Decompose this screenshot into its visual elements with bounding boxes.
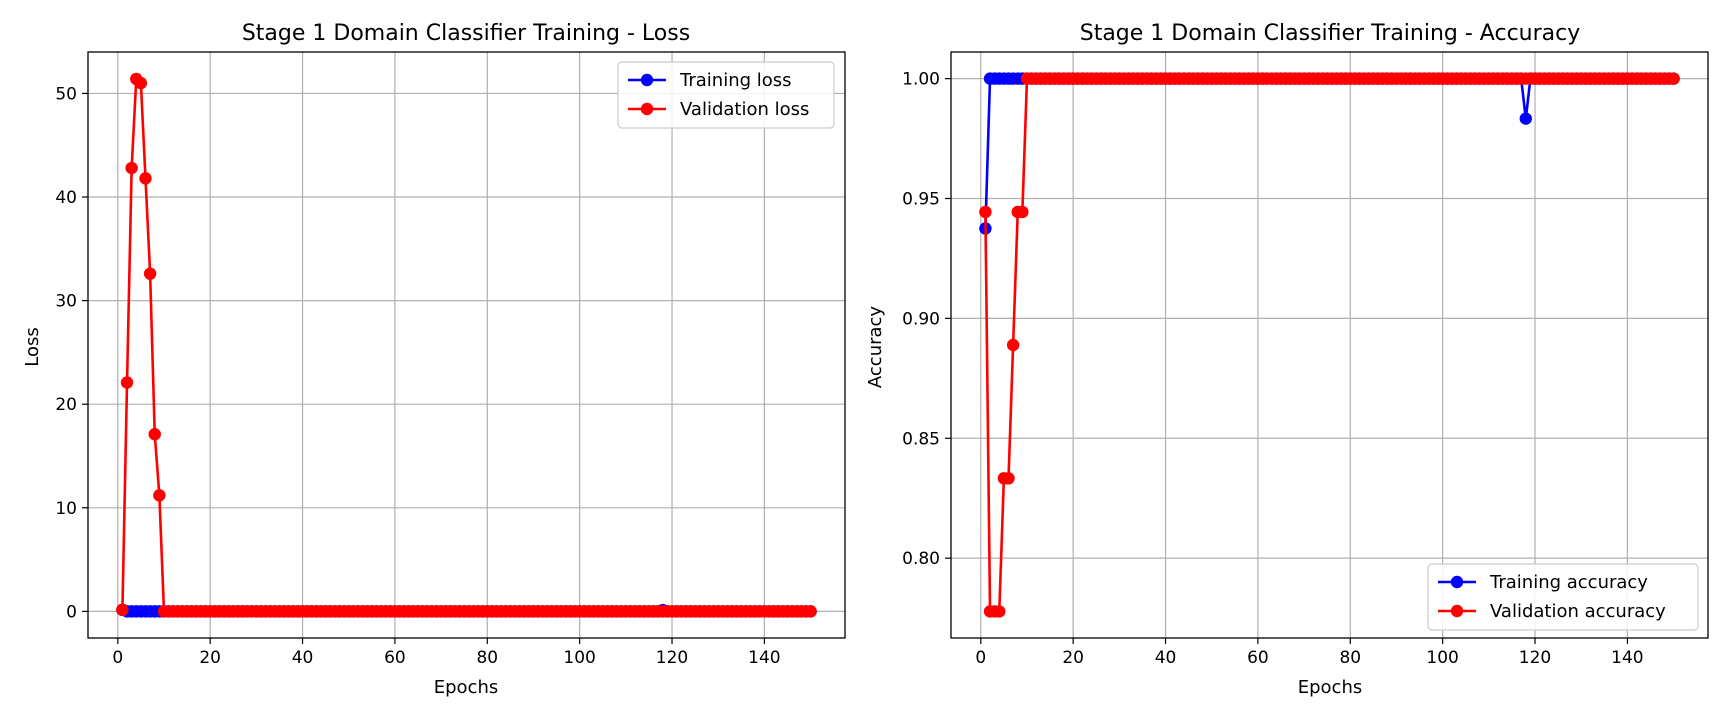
- loss-chart-legend-box: [617, 61, 835, 129]
- accuracy-chart-plot-frame: [950, 51, 1709, 639]
- accuracy-chart-legend: Training accuracy Validation accuracy: [1427, 563, 1699, 631]
- loss-chart-y-tick-label: 0: [66, 602, 77, 622]
- accuracy-chart-legend-swatch-marker: [1450, 575, 1464, 589]
- accuracy-chart-y-tick-label: 0.90: [902, 309, 940, 329]
- loss-chart-y-tick-label: 20: [55, 395, 77, 415]
- accuracy-chart-title: Stage 1 Domain Classifier Training - Acc…: [1080, 21, 1581, 46]
- loss-chart-y-tick-label: 50: [55, 84, 77, 104]
- loss-chart-legend-swatch-marker: [640, 102, 654, 116]
- loss-chart-y-tick-label: 40: [55, 188, 77, 208]
- loss-chart-data-point: [153, 489, 166, 502]
- loss-chart-ylabel: Loss: [22, 327, 43, 366]
- loss-chart: Stage 1 Domain Classifier Training - Los…: [22, 21, 846, 698]
- accuracy-chart-legend-label: Training accuracy: [1489, 572, 1648, 593]
- loss-chart-x-tick-label: 100: [563, 648, 595, 668]
- loss-chart-legend-swatch-marker: [640, 73, 654, 87]
- accuracy-chart-ylabel: Accuracy: [865, 306, 886, 389]
- accuracy-chart-data-point: [993, 605, 1006, 618]
- accuracy-chart-y-tick-label: 0.85: [902, 429, 940, 449]
- loss-chart-legend-label: Training loss: [679, 70, 792, 91]
- loss-chart-y-tick-label: 30: [55, 292, 77, 312]
- accuracy-chart-x-tick-label: 40: [1155, 648, 1177, 668]
- loss-chart-legend-label: Validation loss: [680, 99, 809, 120]
- loss-chart-x-tick-label: 60: [384, 648, 406, 668]
- accuracy-chart-series-1: [979, 72, 1680, 618]
- loss-chart-data-point: [804, 605, 817, 618]
- accuracy-chart-x-tick-label: 60: [1247, 648, 1269, 668]
- loss-chart-plot-frame: [87, 51, 846, 639]
- accuracy-chart-y-tick-label: 0.95: [902, 190, 940, 210]
- loss-chart-y-tick-label: 10: [55, 499, 77, 519]
- accuracy-chart-x-tick-label: 80: [1339, 648, 1361, 668]
- accuracy-chart-data-point: [1519, 112, 1532, 125]
- accuracy-chart-data-point: [979, 205, 992, 219]
- loss-chart-legend: Training loss Validation loss: [617, 61, 835, 129]
- loss-chart-x-tick-label: 120: [656, 648, 688, 668]
- loss-chart-series-1: [116, 72, 817, 618]
- accuracy-chart-x-tick-label: 100: [1426, 648, 1458, 668]
- loss-chart-xlabel: Epochs: [434, 677, 499, 698]
- accuracy-chart-legend-label: Validation accuracy: [1490, 601, 1666, 622]
- loss-chart-data-point: [116, 603, 129, 617]
- loss-chart-title: Stage 1 Domain Classifier Training - Los…: [242, 21, 690, 46]
- accuracy-chart-data-point: [1002, 472, 1015, 485]
- accuracy-chart-data-point: [1667, 72, 1680, 85]
- accuracy-chart-x-tick-label: 120: [1519, 648, 1551, 668]
- accuracy-chart-data-point: [1016, 205, 1029, 219]
- loss-chart-x-tick-label: 0: [112, 648, 123, 668]
- accuracy-chart-x-tick-label: 20: [1062, 648, 1084, 668]
- accuracy-chart-y-tick-label: 1.00: [902, 70, 940, 90]
- loss-chart-x-tick-label: 80: [476, 648, 498, 668]
- loss-chart-x-tick-label: 20: [199, 648, 221, 668]
- accuracy-chart-x-tick-label: 140: [1611, 648, 1643, 668]
- loss-chart-data-point: [148, 428, 161, 441]
- loss-chart-x-tick-label: 140: [748, 648, 780, 668]
- loss-chart-data-point: [120, 376, 134, 389]
- loss-chart-data-point: [134, 76, 148, 90]
- loss-chart-data-point: [143, 267, 157, 280]
- accuracy-chart-legend-swatch-marker: [1450, 604, 1464, 618]
- accuracy-chart-y-tick-label: 0.80: [902, 549, 940, 569]
- accuracy-chart: Stage 1 Domain Classifier Training - Acc…: [865, 21, 1709, 698]
- loss-chart-x-tick-label: 40: [292, 648, 314, 668]
- accuracy-chart-data-point: [1006, 338, 1020, 352]
- loss-chart-data-point: [125, 161, 138, 175]
- accuracy-chart-xlabel: Epochs: [1298, 677, 1363, 698]
- accuracy-chart-x-tick-label: 0: [975, 648, 986, 668]
- accuracy-chart-legend-box: [1427, 563, 1699, 631]
- loss-chart-data-point: [139, 172, 152, 185]
